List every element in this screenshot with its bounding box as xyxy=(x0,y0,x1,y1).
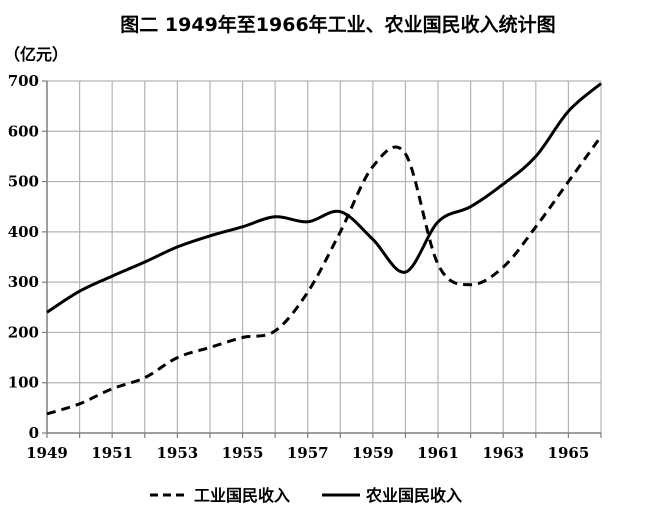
x-tick-label: 1961 xyxy=(417,444,459,462)
y-tick-label: 500 xyxy=(8,173,39,191)
y-axis-unit-label: （亿元） xyxy=(4,45,68,64)
industry-income-line xyxy=(46,135,603,416)
y-tick-label: 400 xyxy=(8,223,39,241)
x-tick-label: 1963 xyxy=(482,444,524,462)
chart-title: 图二 1949年至1966年工业、农业国民收入统计图 xyxy=(120,13,555,36)
x-tick-label: 1951 xyxy=(91,444,133,462)
y-tick-label: 100 xyxy=(8,374,39,392)
y-tick-label: 700 xyxy=(8,72,39,90)
y-tick-label: 0 xyxy=(29,424,39,442)
x-tick-label: 1955 xyxy=(222,444,264,462)
x-tick-label: 1957 xyxy=(287,444,329,462)
x-tick-label: 1949 xyxy=(26,444,68,462)
y-tick-label: 600 xyxy=(8,122,39,140)
axes xyxy=(42,80,602,438)
tick-labels: 0 100 200 300 400 500 600 700 1949 1951 1953 1955 19… xyxy=(8,72,590,462)
grid-lines xyxy=(47,80,602,433)
legend: 工业国民收入 农业国民收入 xyxy=(150,486,462,505)
agriculture-income-line xyxy=(46,82,602,314)
legend-label-agriculture: 农业国民收入 xyxy=(365,486,462,505)
legend-label-industry: 工业国民收入 xyxy=(194,486,290,505)
x-tick-label: 1959 xyxy=(352,444,394,462)
y-tick-label: 200 xyxy=(8,323,39,341)
x-tick-label: 1965 xyxy=(548,444,590,462)
series-lines xyxy=(46,82,603,416)
y-tick-label: 300 xyxy=(8,273,39,291)
x-tick-label: 1953 xyxy=(156,444,198,462)
